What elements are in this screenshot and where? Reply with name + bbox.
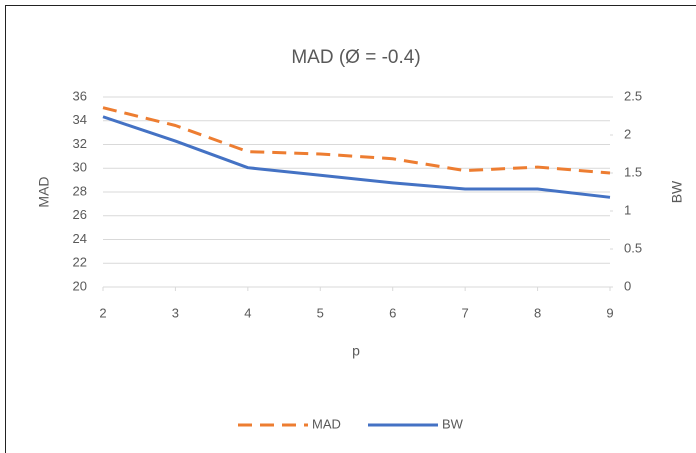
y2-tick-label: 1 bbox=[624, 202, 631, 217]
x-axis-title: p bbox=[352, 343, 360, 359]
y2-tick-label: 2.5 bbox=[624, 88, 642, 103]
y-tick-label: 30 bbox=[73, 160, 87, 175]
legend-label: MAD bbox=[312, 416, 341, 431]
y2-tick-label: 0.5 bbox=[624, 240, 642, 255]
x-tick-label: 7 bbox=[462, 305, 469, 320]
x-tick-label: 2 bbox=[99, 305, 106, 320]
y2-axis-title: BW bbox=[669, 180, 685, 203]
y-tick-label: 28 bbox=[73, 183, 87, 198]
y-tick-label: 22 bbox=[73, 255, 87, 270]
x-tick-label: 9 bbox=[606, 305, 613, 320]
y-tick-label: 24 bbox=[73, 231, 87, 246]
x-tick-label: 5 bbox=[317, 305, 324, 320]
y-axis-title: MAD bbox=[36, 176, 52, 207]
series-line bbox=[102, 115, 611, 199]
x-tick-label: 8 bbox=[534, 305, 541, 320]
x-tick-label: 4 bbox=[244, 305, 251, 320]
y-tick-label: 26 bbox=[73, 207, 87, 222]
y2-tick-label: 1.5 bbox=[624, 164, 642, 179]
y2-tick-label: 0 bbox=[624, 278, 631, 293]
y2-tick-label: 2 bbox=[624, 126, 631, 141]
y-tick-label: 36 bbox=[73, 88, 87, 103]
chart-title: MAD (Ø = -0.4) bbox=[291, 47, 420, 68]
x-tick-label: 3 bbox=[172, 305, 179, 320]
y-tick-label: 34 bbox=[73, 112, 87, 127]
y-tick-label: 32 bbox=[73, 136, 87, 151]
chart-border bbox=[5, 5, 696, 453]
series-line bbox=[102, 106, 611, 175]
legend-label: BW bbox=[442, 416, 464, 431]
y-tick-label: 20 bbox=[73, 278, 87, 293]
x-tick-label: 6 bbox=[389, 305, 396, 320]
